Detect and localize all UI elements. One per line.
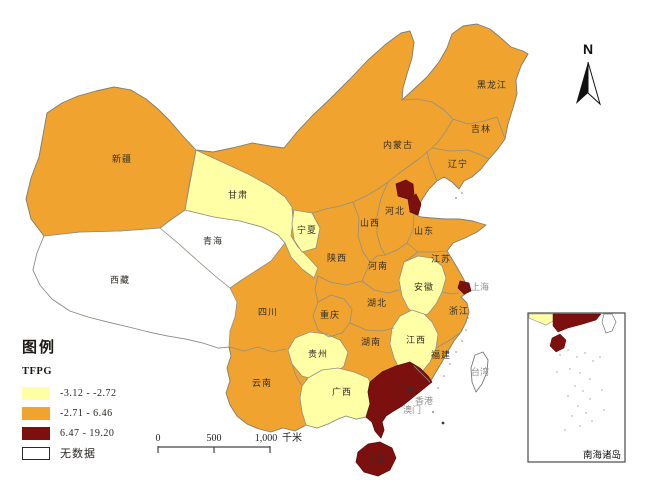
legend-label-nodata: 无数据 [60,448,96,460]
province-label-7: 黑龙江 [477,79,507,90]
province-label-5: 宁夏 [297,224,317,235]
province-label-26: 广西 [332,386,352,397]
province-fill-anhui [398,255,447,317]
darkred-provinces [355,179,472,477]
province-label-19: 四川 [258,307,278,317]
province-label-20: 重庆 [320,309,340,320]
province-label-1: 新疆 [112,153,132,164]
inset-taiwan-fragment [601,313,617,334]
province-label-18: 浙江 [449,305,469,316]
province-label-27: 广东 [396,383,416,394]
province-label-32: 澳门 [403,404,421,415]
legend-label-class3: 6.47 - 19.20 [60,427,115,439]
province-label-13: 陕西 [327,252,347,263]
legend-label-class1: -3.12 - -2.72 [60,387,117,399]
province-label-15: 江苏 [431,253,451,264]
province-fill-jiangxi [389,309,439,377]
legend: 图例 TFPG -3.12 - -2.72 -2.71 - 6.46 6.47 … [22,336,152,463]
province-fill-taiwan [470,351,489,393]
province-fill-tianjin [407,193,422,216]
province-label-21: 湖南 [361,336,381,347]
north-arrow: N [576,41,601,106]
province-label-8: 吉林 [471,123,491,134]
scale-bar-line [157,446,271,453]
province-label-22: 江西 [406,335,426,345]
province-label-30: 台湾 [471,366,489,377]
coastal-islands [432,192,469,425]
scale-tick-500: 500 [207,433,222,444]
province-label-25: 云南 [252,377,272,388]
province-label-28: 海南 [366,453,386,464]
province-label-29: 上海 [471,281,489,292]
province-label-3: 青海 [203,235,223,246]
legend-row-nodata: 无数据 [22,443,152,463]
legend-swatch-class3 [22,426,50,440]
legend-title: 图例 [22,340,57,356]
province-fill-guangxi [299,367,371,429]
legend-rows: -3.12 - -2.72 -2.71 - 6.46 6.47 - 19.20 … [22,383,152,463]
legend-row-class2: -2.71 - 6.46 [22,403,152,423]
legend-swatch-class1 [22,386,50,400]
inset-south-china-sea: 南海诸岛 [527,312,626,463]
legend-row-class1: -3.12 - -2.72 [22,383,152,403]
inset-frame [527,312,626,463]
province-label-4: 甘肃 [228,189,248,200]
province-fill-beijing [395,179,415,200]
province-label-11: 山西 [360,218,380,228]
scale-bar: 0 500 1,000 千米 [156,431,302,453]
province-label-23: 福建 [431,349,451,360]
legend-label-class2: -2.71 - 6.46 [60,407,113,419]
inset-hainan-fragment [549,333,567,353]
province-fill-hainan [355,441,397,477]
scale-unit: 千米 [282,431,302,444]
province-label-2: 西藏 [110,274,130,285]
province-label-6: 内蒙古 [383,139,413,150]
province-fill-guangdong [365,361,433,439]
north-arrow-right-half [587,61,601,106]
inset-islands [556,349,605,431]
province-label-12: 山东 [414,225,434,236]
north-arrow-label: N [583,41,593,57]
yellow-provinces [184,149,447,429]
province-label-10: 河北 [385,205,405,216]
province-label-14: 河南 [368,260,388,271]
province-fill-gansu [184,149,319,279]
scale-tick-0: 0 [156,433,161,444]
province-fill-ningxia [291,209,321,253]
province-borders [43,98,506,387]
legend-swatch-class2 [22,406,50,420]
province-label-31: 香港 [415,395,433,406]
province-label-16: 安徽 [414,281,434,292]
legend-swatch-nodata [22,446,50,460]
north-arrow-left-half [576,62,588,104]
inset-label: 南海诸岛 [583,449,621,461]
province-label-24: 贵州 [308,348,328,359]
province-fill-shanghai [457,280,472,295]
scale-tick-1000: 1,000 [255,433,278,444]
legend-row-class3: 6.47 - 19.20 [22,423,152,443]
province-label-9: 辽宁 [448,158,468,169]
province-label-17: 湖北 [367,298,387,308]
inset-guangdong-fragment [552,313,602,333]
legend-field-name: TFPG [22,366,52,377]
